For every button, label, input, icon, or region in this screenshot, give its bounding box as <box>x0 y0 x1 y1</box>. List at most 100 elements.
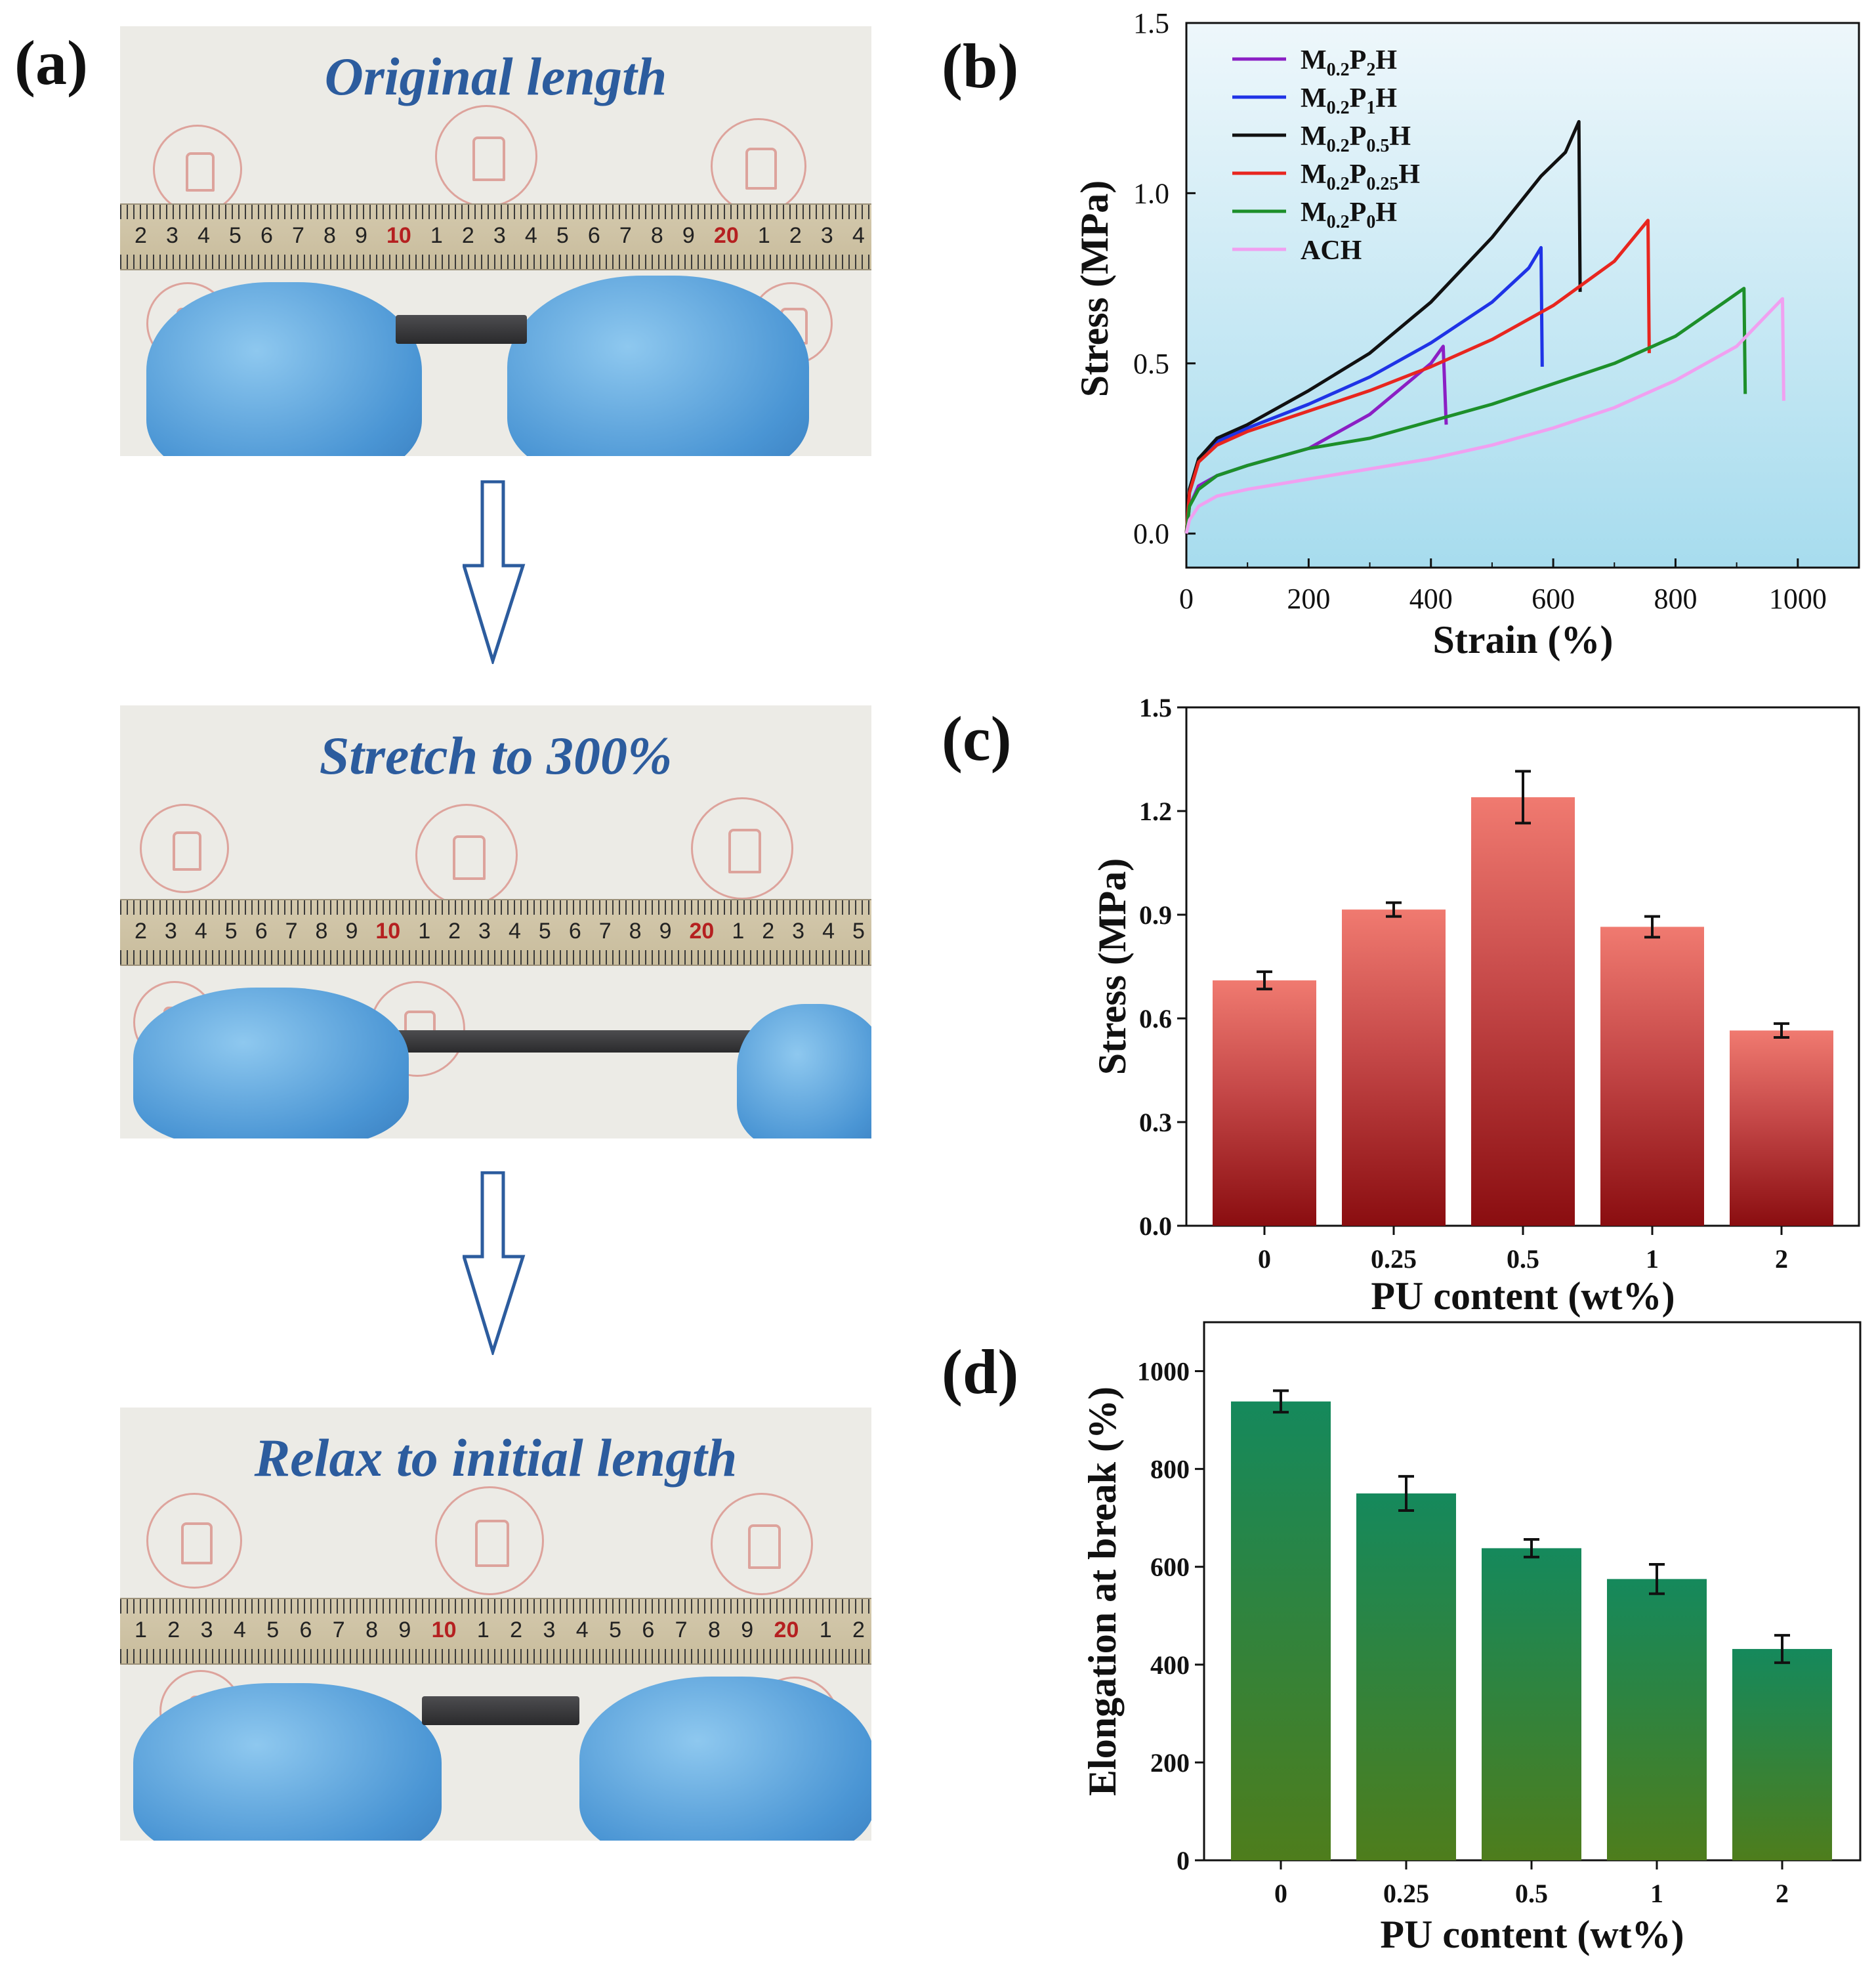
y-tick-label: 1.5 <box>1133 7 1169 39</box>
left-hand <box>133 988 409 1138</box>
ruler-number: 1 <box>135 1618 147 1642</box>
hydrogel-strip <box>369 1030 776 1053</box>
ruler-number: 5 <box>229 223 241 248</box>
ruler-number: 7 <box>675 1618 688 1642</box>
legend-label: M0.2P2H <box>1301 45 1397 80</box>
ruler-number: 6 <box>299 1618 312 1642</box>
ruler-number: 3 <box>200 1618 213 1642</box>
photo-stretch-300: Stretch to 300% 2 3 4 5 6 7 8 9 10 1 2 3 4 5 6 7 8 9 20 1 2 3… <box>120 705 871 1138</box>
seal-watermark <box>435 105 537 207</box>
x-axis-label-b: Strain (%) <box>1433 618 1614 661</box>
ruler-number: 6 <box>568 919 581 944</box>
ruler-numbers: 1 2 3 4 5 6 7 8 9 10 1 2 3 4 5 6 7 8 9 20 1 2 <box>135 1618 865 1643</box>
ruler-number: 6 <box>255 919 268 944</box>
ruler-number: 6 <box>587 223 600 248</box>
left-hand <box>146 282 422 456</box>
bar <box>1730 1030 1833 1226</box>
ruler-number: 7 <box>285 919 298 944</box>
x-tick-label: 0.5 <box>1515 1879 1548 1908</box>
y-tick-label: 1000 <box>1137 1357 1190 1387</box>
y-axis-label-d: Elongation at break (%) <box>1081 1387 1124 1796</box>
ruler-number: 9 <box>741 1618 754 1642</box>
ruler-number: 3 <box>166 223 178 248</box>
ruler-number: 7 <box>292 223 304 248</box>
y-tick-label: 0.6 <box>1139 1004 1172 1033</box>
ruler-number: 3 <box>493 223 506 248</box>
x-tick-label: 1 <box>1650 1879 1663 1908</box>
ruler-number: 1 <box>819 1618 832 1642</box>
ruler-number: 5 <box>224 919 238 944</box>
ruler-number: 4 <box>233 1618 246 1642</box>
ruler-number: 8 <box>315 919 328 944</box>
photo-relax-initial: Relax to initial length 1 2 3 4 5 6 7 8 9 10 1 2 3 4 5… <box>120 1408 871 1841</box>
ruler-number: 8 <box>365 1618 378 1642</box>
ruler-number: 2 <box>135 919 147 944</box>
series-line <box>1184 219 1651 534</box>
ruler-number: 4 <box>198 223 210 248</box>
ruler-number: 8 <box>323 223 336 248</box>
ruler-number: 9 <box>345 919 358 944</box>
ruler-number: 5 <box>538 919 551 944</box>
ruler-number: 6 <box>261 223 273 248</box>
ruler-number: 20 <box>689 919 715 944</box>
left-hand <box>133 1683 442 1841</box>
ruler-number: 7 <box>598 919 612 944</box>
y-axis-label-c: Stress (MPa) <box>1091 858 1134 1075</box>
ruler-number: 5 <box>556 223 569 248</box>
x-tick-label: 400 <box>1409 583 1453 615</box>
y-tick-label: 0.9 <box>1139 900 1172 930</box>
ruler-number: 2 <box>135 223 147 248</box>
ruler-number: 2 <box>852 1618 865 1642</box>
ruler-number: 6 <box>642 1618 655 1642</box>
ruler-number: 20 <box>774 1618 799 1642</box>
ruler-number: 8 <box>629 919 642 944</box>
photo-caption: Relax to initial length <box>254 1428 738 1488</box>
y-tick-label: 0.3 <box>1139 1108 1172 1137</box>
bar <box>1471 797 1575 1226</box>
right-hand <box>579 1677 871 1841</box>
series-line <box>1184 119 1582 534</box>
photo-caption: Original length <box>324 47 667 106</box>
ruler-number: 7 <box>332 1618 345 1642</box>
bar <box>1231 1401 1331 1860</box>
ruler-number: 2 <box>461 223 474 248</box>
y-tick-label: 600 <box>1150 1553 1190 1582</box>
legend-label: M0.2P0.5H <box>1301 121 1411 156</box>
x-tick-label: 0 <box>1179 583 1194 615</box>
series-line <box>1184 287 1747 534</box>
x-tick-label: 600 <box>1532 583 1575 615</box>
ruler-number: 1 <box>476 1618 490 1642</box>
down-arrow-icon <box>463 1171 526 1355</box>
hydrogel-strip <box>422 1696 579 1725</box>
x-tick-label: 0.25 <box>1383 1879 1429 1908</box>
ruler-number: 2 <box>510 1618 523 1642</box>
y-tick-label: 400 <box>1150 1650 1190 1680</box>
ruler-number: 4 <box>524 223 537 248</box>
down-arrow-icon <box>463 480 526 664</box>
seal-watermark <box>140 804 229 893</box>
x-tick-label: 2 <box>1776 1879 1789 1908</box>
ruler-number: 1 <box>418 919 431 944</box>
panel-label-d: (d) <box>942 1337 1019 1407</box>
ruler: 1 2 3 4 5 6 7 8 9 10 1 2 3 4 5 6 7 8 9 20 1 2 <box>120 1598 871 1665</box>
ruler-number: 5 <box>266 1618 280 1642</box>
x-tick-label: 0 <box>1258 1244 1271 1274</box>
y-tick-label: 1.0 <box>1133 177 1169 209</box>
ruler-number: 3 <box>164 919 177 944</box>
seal-watermark <box>711 118 806 214</box>
ruler-number: 4 <box>575 1618 589 1642</box>
ruler-number: 4 <box>194 919 207 944</box>
y-tick-label: 0.0 <box>1139 1211 1172 1241</box>
ruler-number: 1 <box>757 223 770 248</box>
bar <box>1342 909 1446 1226</box>
ruler-number: 10 <box>431 1618 457 1642</box>
ruler-number: 3 <box>543 1618 556 1642</box>
y-tick-label: 1.5 <box>1139 696 1172 722</box>
right-hand <box>507 276 809 456</box>
legend-label: M0.2P0H <box>1301 198 1397 232</box>
bar <box>1732 1648 1832 1860</box>
ruler-number: 8 <box>650 223 663 248</box>
x-tick-label: 1 <box>1646 1244 1659 1274</box>
y-tick-label: 800 <box>1150 1455 1190 1484</box>
